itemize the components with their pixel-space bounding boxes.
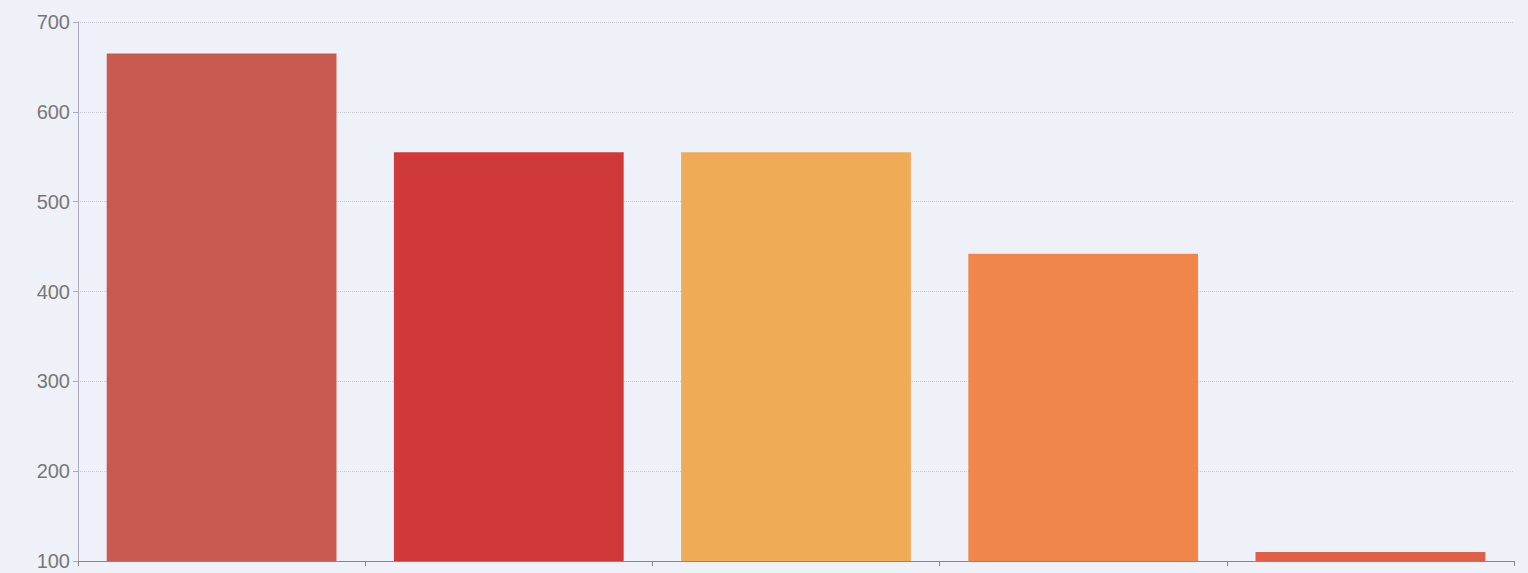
svg-text:200: 200 [37, 460, 70, 482]
svg-text:400: 400 [37, 281, 70, 303]
svg-text:600: 600 [37, 101, 70, 123]
svg-text:500: 500 [37, 191, 70, 213]
svg-text:700: 700 [37, 11, 70, 33]
svg-text:100: 100 [37, 550, 70, 572]
svg-text:300: 300 [37, 370, 70, 392]
